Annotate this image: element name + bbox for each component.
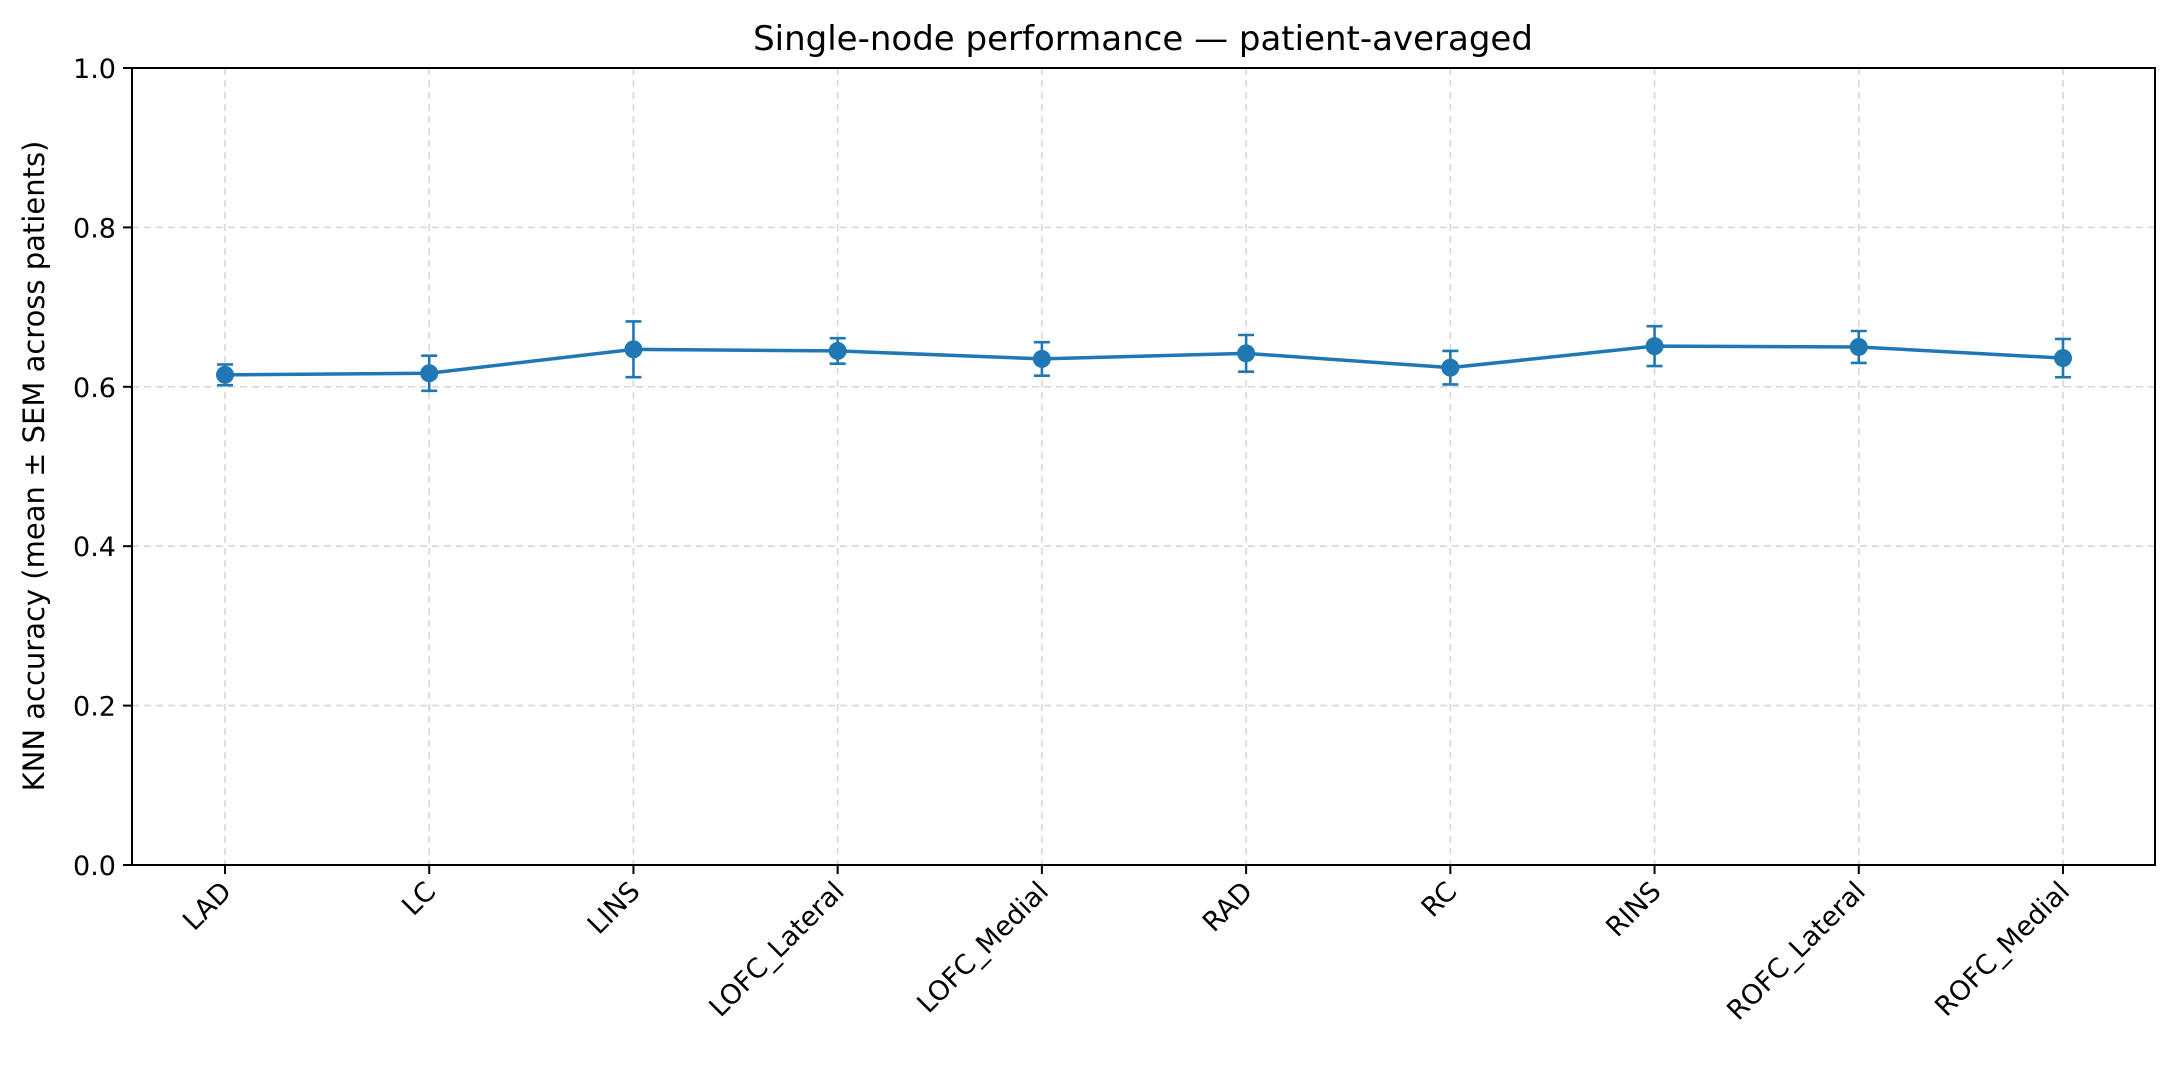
y-tick-label: 0.0 <box>73 851 116 882</box>
data-point <box>420 364 439 383</box>
y-axis-label: KNN accuracy (mean ± SEM across patients… <box>17 141 51 792</box>
y-tick-label: 0.4 <box>73 532 116 563</box>
y-tick-label: 0.6 <box>73 373 116 404</box>
x-tick-label: LOFC_Medial <box>911 876 1054 1019</box>
data-point <box>2054 349 2072 368</box>
plot-frame <box>131 67 2156 866</box>
series-line <box>224 344 2064 377</box>
series-layer <box>216 320 2072 393</box>
y-tick-label: 0.8 <box>73 213 116 244</box>
grid-layer <box>132 67 2155 866</box>
data-point <box>1032 349 1051 368</box>
y-tick-label: 0.2 <box>73 692 116 723</box>
data-point <box>1237 344 1256 363</box>
x-tick-label: LAD <box>177 876 238 937</box>
x-tick-label: RC <box>1416 876 1464 924</box>
y-tick-label: 1.0 <box>73 54 116 85</box>
chart-title: Single-node performance — patient-averag… <box>753 19 1533 59</box>
x-tick-label: RINS <box>1600 876 1667 943</box>
data-point <box>828 341 847 360</box>
data-point <box>216 365 234 384</box>
data-point <box>1441 358 1460 377</box>
x-tick-label: RAD <box>1197 876 1259 938</box>
x-tick-label: LINS <box>582 876 647 941</box>
tick-layer: 0.0 0.2 0.4 0.6 0.8 1.0 LAD LC LINS LOFC_Lateral L… <box>73 54 2076 1027</box>
x-tick-label: LC <box>396 876 442 922</box>
x-tick-label: LOFC_Lateral <box>703 876 850 1023</box>
data-point <box>1645 337 1664 356</box>
data-point <box>1849 337 1868 356</box>
data-point <box>624 340 643 359</box>
x-tick-label: ROFC_Lateral <box>1721 876 1871 1026</box>
x-tick-label: ROFC_Medial <box>1929 876 2076 1023</box>
